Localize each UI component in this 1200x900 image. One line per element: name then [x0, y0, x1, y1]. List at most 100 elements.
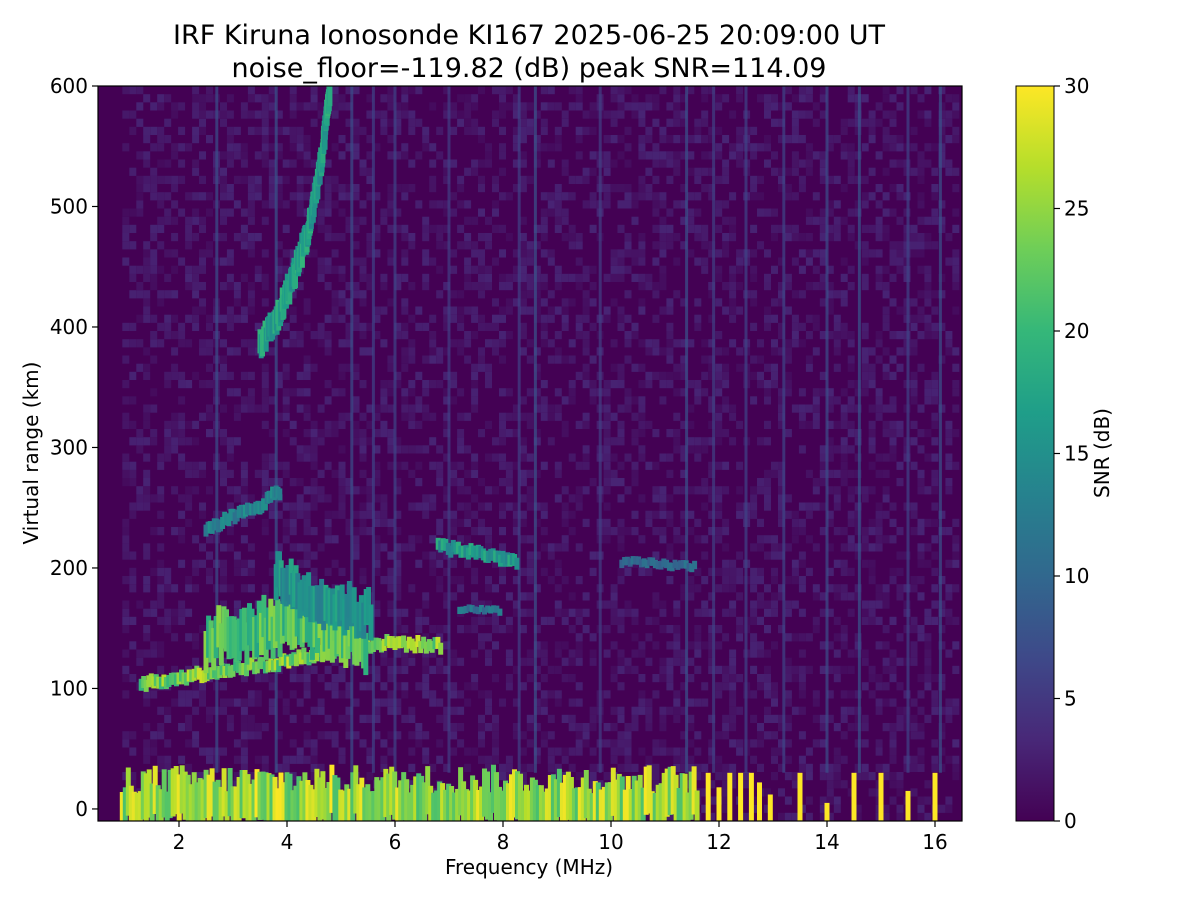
noise-cell [471, 167, 479, 176]
noise-cell [847, 208, 855, 217]
noise-cell [861, 363, 869, 372]
noise-cell [324, 510, 332, 519]
noise-cell [750, 567, 758, 576]
noise-cell [485, 649, 492, 658]
noise-cell [561, 576, 569, 585]
noise-cell [729, 298, 737, 307]
noise-cell [380, 682, 388, 691]
noise-cell [540, 249, 548, 258]
noise-cell [952, 273, 960, 282]
noise-cell [394, 559, 402, 568]
noise-cell [812, 616, 820, 625]
noise-cell [861, 249, 869, 258]
noise-cell [143, 551, 151, 560]
noise-cell [387, 674, 395, 683]
noise-cell [178, 755, 186, 764]
noise-cell [680, 584, 688, 593]
noise-cell [261, 282, 269, 291]
noise-cell [645, 380, 653, 389]
echo-cell [271, 660, 276, 673]
noise-cell [275, 110, 283, 119]
echo-cell [413, 776, 419, 821]
noise-cell [136, 290, 144, 299]
noise-cell [220, 461, 227, 470]
noise-cell [868, 616, 876, 625]
noise-cell [847, 363, 855, 372]
noise-cell [331, 249, 339, 258]
noise-cell [206, 110, 213, 119]
noise-cell [512, 429, 520, 438]
noise-cell [282, 265, 290, 274]
echo-cell [191, 668, 197, 681]
noise-cell [805, 151, 813, 160]
noise-cell [310, 86, 318, 95]
noise-cell [505, 486, 513, 495]
noise-cell [415, 608, 423, 617]
noise-cell [952, 772, 960, 781]
noise-cell [464, 118, 472, 127]
noise-cell [289, 518, 297, 527]
noise-cell [554, 698, 562, 707]
noise-cell [143, 404, 151, 413]
noise-cell [436, 380, 444, 389]
noise-cell [247, 241, 255, 250]
noise-cell [554, 559, 562, 568]
noise-cell [303, 453, 311, 462]
noise-cell [840, 755, 848, 764]
noise-cell [526, 241, 534, 250]
noise-cell [519, 306, 527, 315]
noise-cell [164, 739, 172, 748]
noise-cell [471, 600, 479, 609]
noise-cell [366, 167, 374, 176]
noise-cell [666, 159, 674, 168]
echo-cell [227, 665, 233, 678]
noise-cell [240, 306, 248, 315]
noise-cell [331, 102, 339, 111]
noise-cell [945, 608, 953, 617]
noise-cell [652, 208, 660, 217]
noise-cell [540, 731, 548, 740]
noise-cell [122, 518, 130, 527]
noise-cell [708, 527, 716, 536]
noise-cell [136, 429, 144, 438]
noise-cell [603, 273, 611, 282]
noise-cell [750, 151, 758, 160]
noise-cell [220, 282, 227, 291]
noise-cell [861, 600, 869, 609]
noise-cell [659, 371, 667, 380]
noise-cell [805, 763, 813, 772]
noise-cell [610, 616, 618, 625]
noise-cell [526, 257, 534, 266]
noise-cell [303, 159, 311, 168]
noise-cell [701, 110, 709, 119]
noise-cell [185, 723, 193, 732]
noise-cell [533, 135, 541, 144]
noise-cell [415, 86, 423, 95]
noise-cell [722, 396, 730, 405]
noise-cell [422, 355, 430, 364]
noise-cell [408, 388, 416, 397]
noise-cell [429, 257, 437, 266]
noise-cell [338, 371, 346, 380]
noise-cell [338, 192, 346, 201]
noise-cell [492, 224, 499, 233]
noise-cell [178, 527, 186, 536]
noise-cell [652, 494, 660, 503]
noise-cell [833, 347, 841, 356]
noise-cell [324, 420, 332, 429]
noise-cell [694, 135, 702, 144]
noise-cell [289, 126, 297, 135]
noise-cell [547, 616, 555, 625]
noise-cell [178, 600, 186, 609]
noise-cell [226, 257, 234, 266]
noise-cell [443, 682, 451, 691]
noise-cell [631, 363, 639, 372]
noise-cell [331, 690, 339, 699]
noise-cell [150, 567, 158, 576]
noise-cell [764, 159, 771, 168]
noise-cell [485, 241, 492, 250]
noise-cell [533, 314, 541, 323]
noise-cell [499, 510, 506, 519]
noise-cell [436, 224, 444, 233]
noise-cell [512, 502, 520, 511]
